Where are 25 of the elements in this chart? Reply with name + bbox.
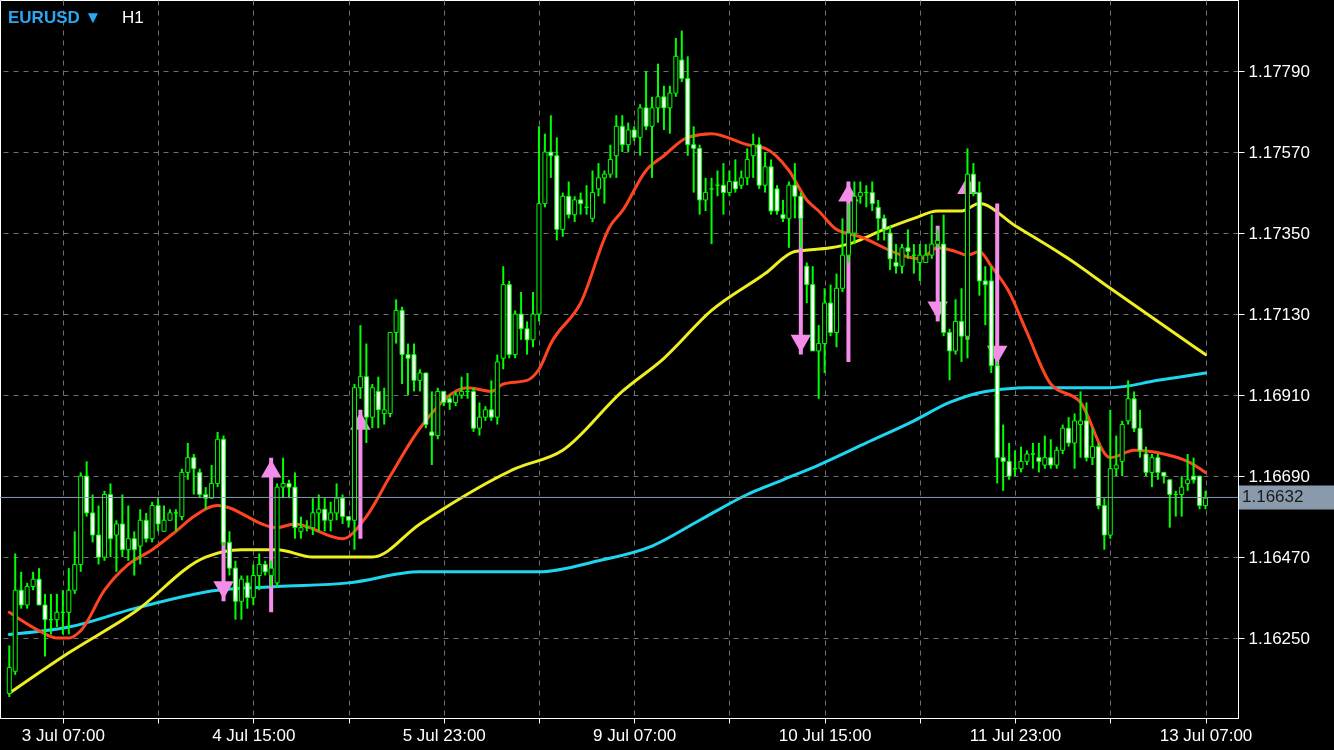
y-tick-label: 1.16910 [1248, 385, 1310, 405]
y-tick-label: 1.17130 [1248, 304, 1310, 324]
text: H1 [122, 8, 144, 27]
y-tick-label: 1.17790 [1248, 61, 1310, 81]
ref-line-label: 1.16632 [1242, 487, 1304, 507]
point [260, 459, 282, 478]
candlestick [709, 176, 715, 246]
x-tick-label: 9 Jul 07:00 [593, 725, 677, 745]
y-tick-label: 1.16250 [1248, 628, 1310, 648]
y-tick-label: 1.17350 [1248, 223, 1310, 243]
y-tick-label: 1.16690 [1248, 466, 1310, 486]
point [213, 581, 234, 600]
x-tick-label: 3 Jul 07:00 [21, 725, 105, 745]
candlestick [1167, 478, 1173, 529]
x-tick-label: 5 Jul 23:00 [402, 725, 486, 745]
candlestick [869, 180, 875, 212]
text: EURUSD ▼ [8, 8, 102, 27]
y-tick-label: 1.17570 [1248, 142, 1310, 162]
x-tick-label: 13 Jul 07:00 [1159, 725, 1253, 745]
x-tick-label: 10 Jul 15:00 [778, 725, 872, 745]
y-tick-label: 1.16470 [1248, 547, 1310, 567]
x-tick-label: 4 Jul 15:00 [212, 725, 296, 745]
point [790, 334, 812, 353]
line-series [7, 371, 1208, 636]
x-tick-label: 11 Jul 23:00 [969, 725, 1062, 745]
